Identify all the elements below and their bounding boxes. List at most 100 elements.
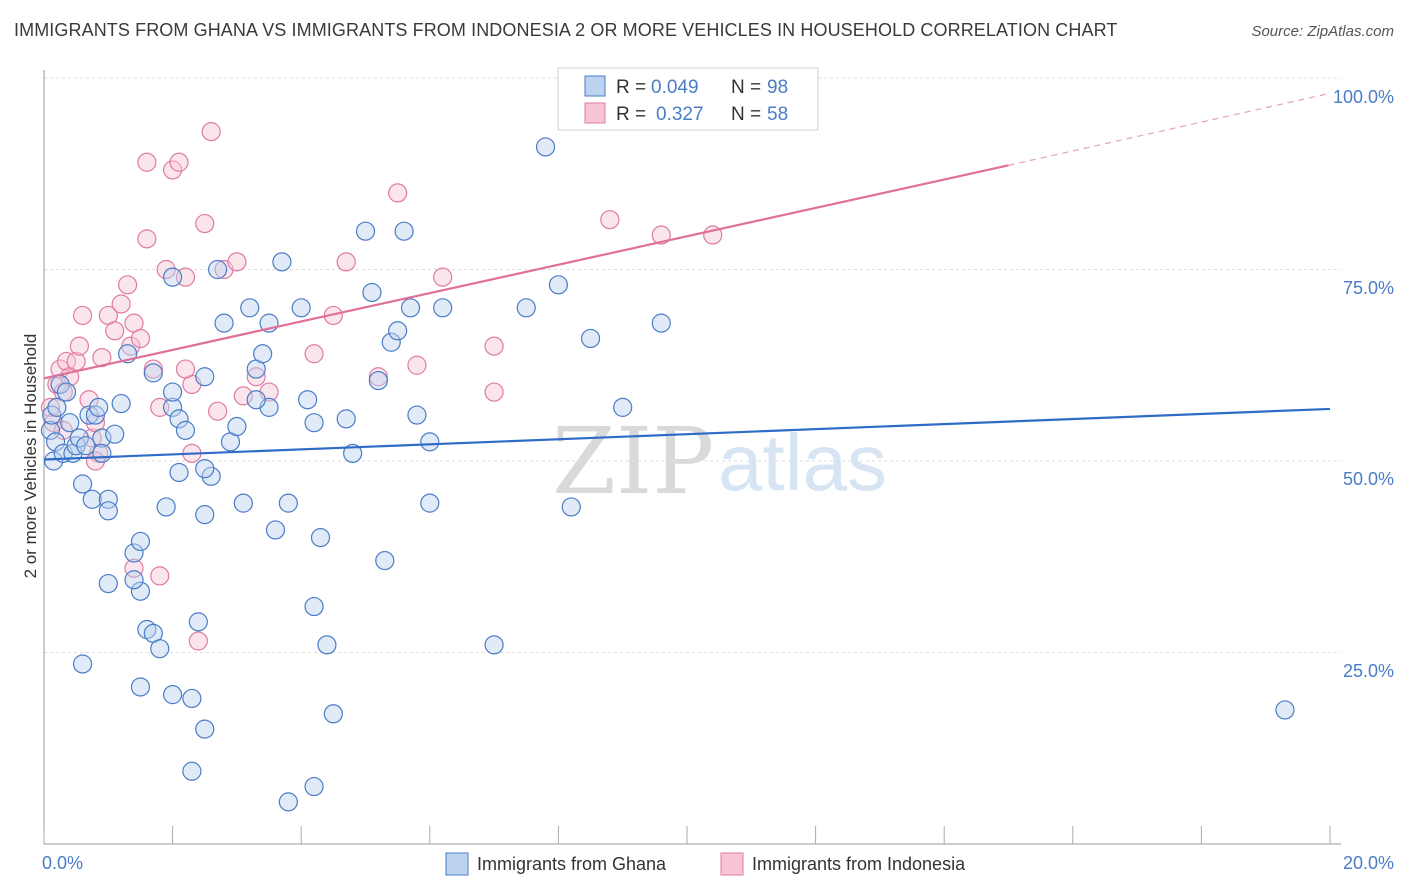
series-ghana-points bbox=[40, 137, 1295, 812]
ghana-point-32 bbox=[163, 382, 183, 402]
ghana-point-28 bbox=[143, 363, 163, 383]
legend-n-value-ghana: 98 bbox=[767, 77, 788, 98]
indonesia-point-29 bbox=[169, 152, 189, 172]
ghana-point-7 bbox=[56, 382, 77, 402]
indonesia-point-49 bbox=[484, 336, 504, 356]
ghana-point-90 bbox=[92, 443, 112, 463]
bottom-legend-label-indonesia: Immigrants from Indonesia bbox=[752, 854, 966, 874]
x-axis-ticks bbox=[43, 826, 1331, 844]
y-tick-label-75: 75.0% bbox=[1343, 278, 1394, 298]
ghana-point-31 bbox=[163, 397, 183, 417]
legend-r-label-indonesia: R = bbox=[616, 104, 646, 125]
ghana-point-4 bbox=[47, 397, 67, 417]
ghana-point-93 bbox=[304, 413, 324, 433]
ghana-point-50 bbox=[272, 252, 292, 272]
ghana-point-57 bbox=[323, 704, 343, 724]
indonesia-point-50 bbox=[484, 382, 504, 402]
indonesia-point-47 bbox=[407, 355, 427, 375]
ghana-point-77 bbox=[613, 397, 633, 417]
legend-swatch-indonesia bbox=[584, 102, 606, 124]
ghana-point-41 bbox=[214, 313, 234, 333]
ghana-point-70 bbox=[433, 298, 453, 318]
ghana-point-33 bbox=[169, 409, 189, 429]
ghana-point-66 bbox=[394, 221, 414, 241]
indonesia-point-40 bbox=[246, 367, 266, 387]
ghana-point-15 bbox=[82, 489, 102, 509]
ghana-point-58 bbox=[336, 409, 356, 429]
indonesia-point-38 bbox=[227, 252, 247, 272]
ghana-point-45 bbox=[240, 298, 260, 318]
ghana-point-13 bbox=[76, 436, 96, 456]
ghana-point-73 bbox=[535, 137, 556, 157]
ghana-point-80 bbox=[72, 654, 93, 674]
ghana-point-94 bbox=[420, 493, 440, 513]
y-axis-label: 2 or more Vehicles in Household bbox=[21, 334, 40, 579]
bottom-legend-label-ghana: Immigrants from Ghana bbox=[477, 854, 667, 874]
x-tick-label-max: 20.0% bbox=[1343, 853, 1394, 873]
ghana-point-71 bbox=[484, 635, 504, 655]
ghana-point-53 bbox=[298, 390, 318, 410]
ghana-point-43 bbox=[227, 416, 247, 437]
indonesia-point-21 bbox=[130, 328, 151, 349]
indonesia-point-16 bbox=[105, 321, 125, 341]
ghana-point-67 bbox=[400, 298, 421, 318]
legend-n-value-indonesia: 58 bbox=[767, 104, 788, 125]
ghana-point-49 bbox=[265, 520, 286, 540]
indonesia-point-18 bbox=[117, 275, 138, 295]
indonesia-point-23 bbox=[137, 152, 157, 172]
indonesia-point-52 bbox=[651, 225, 671, 245]
ghana-point-59 bbox=[343, 443, 363, 463]
ghana-point-35 bbox=[175, 420, 196, 440]
ghana-point-62 bbox=[368, 370, 388, 391]
indonesia-point-46 bbox=[388, 183, 408, 203]
ghana-point-29 bbox=[150, 639, 170, 659]
indonesia-point-5 bbox=[56, 351, 77, 372]
ghana-point-97 bbox=[195, 459, 215, 479]
indonesia-point-17 bbox=[111, 294, 131, 314]
ghana-point-88 bbox=[304, 776, 324, 797]
ghana-point-39 bbox=[201, 466, 221, 486]
bottom-legend: Immigrants from Ghana Immigrants from In… bbox=[445, 852, 966, 876]
ghana-point-17 bbox=[89, 397, 109, 417]
bottom-legend-swatch-indonesia bbox=[720, 852, 744, 876]
ghana-point-38 bbox=[195, 505, 215, 525]
indonesia-point-26 bbox=[150, 566, 170, 586]
ghana-point-55 bbox=[310, 527, 331, 548]
indonesia-point-28 bbox=[163, 160, 183, 180]
indonesia-point-8 bbox=[69, 336, 89, 356]
gridlines bbox=[44, 77, 1341, 653]
indonesia-point-39 bbox=[233, 386, 253, 406]
ghana-point-30 bbox=[156, 497, 176, 517]
indonesia-point-36 bbox=[208, 401, 228, 421]
ghana-point-11 bbox=[69, 428, 89, 448]
x-tick-label-min: 0.0% bbox=[42, 853, 83, 873]
trend-line-indonesia-extension bbox=[1008, 92, 1331, 166]
ghana-point-37 bbox=[188, 612, 208, 632]
legend-n-label-ghana: N = bbox=[731, 77, 761, 98]
ghana-point-96 bbox=[163, 267, 183, 287]
indonesia-point-22 bbox=[137, 229, 157, 249]
ghana-point-91 bbox=[195, 367, 215, 387]
ghana-point-69 bbox=[420, 432, 440, 452]
ghana-point-40 bbox=[208, 259, 228, 280]
ghana-point-3 bbox=[45, 432, 66, 452]
ghana-point-21 bbox=[105, 424, 125, 444]
ghana-point-81 bbox=[98, 501, 118, 521]
ghana-point-89 bbox=[124, 570, 144, 590]
indonesia-point-27 bbox=[156, 259, 176, 280]
indonesia-point-33 bbox=[188, 631, 208, 651]
ghana-point-76 bbox=[580, 328, 601, 349]
trend-line-ghana bbox=[43, 407, 1331, 461]
legend-r-value-ghana: 0.049 bbox=[651, 77, 699, 98]
ghana-point-52 bbox=[291, 298, 311, 318]
ghana-point-65 bbox=[388, 321, 408, 341]
indonesia-point-35 bbox=[201, 122, 221, 142]
ghana-point-72 bbox=[516, 298, 536, 318]
y-tick-label-25: 25.0% bbox=[1343, 661, 1394, 681]
ghana-point-20 bbox=[98, 573, 118, 594]
ghana-point-85 bbox=[182, 761, 202, 781]
ghana-point-24 bbox=[130, 531, 151, 552]
indonesia-point-56 bbox=[175, 359, 196, 379]
ghana-point-60 bbox=[355, 221, 376, 241]
